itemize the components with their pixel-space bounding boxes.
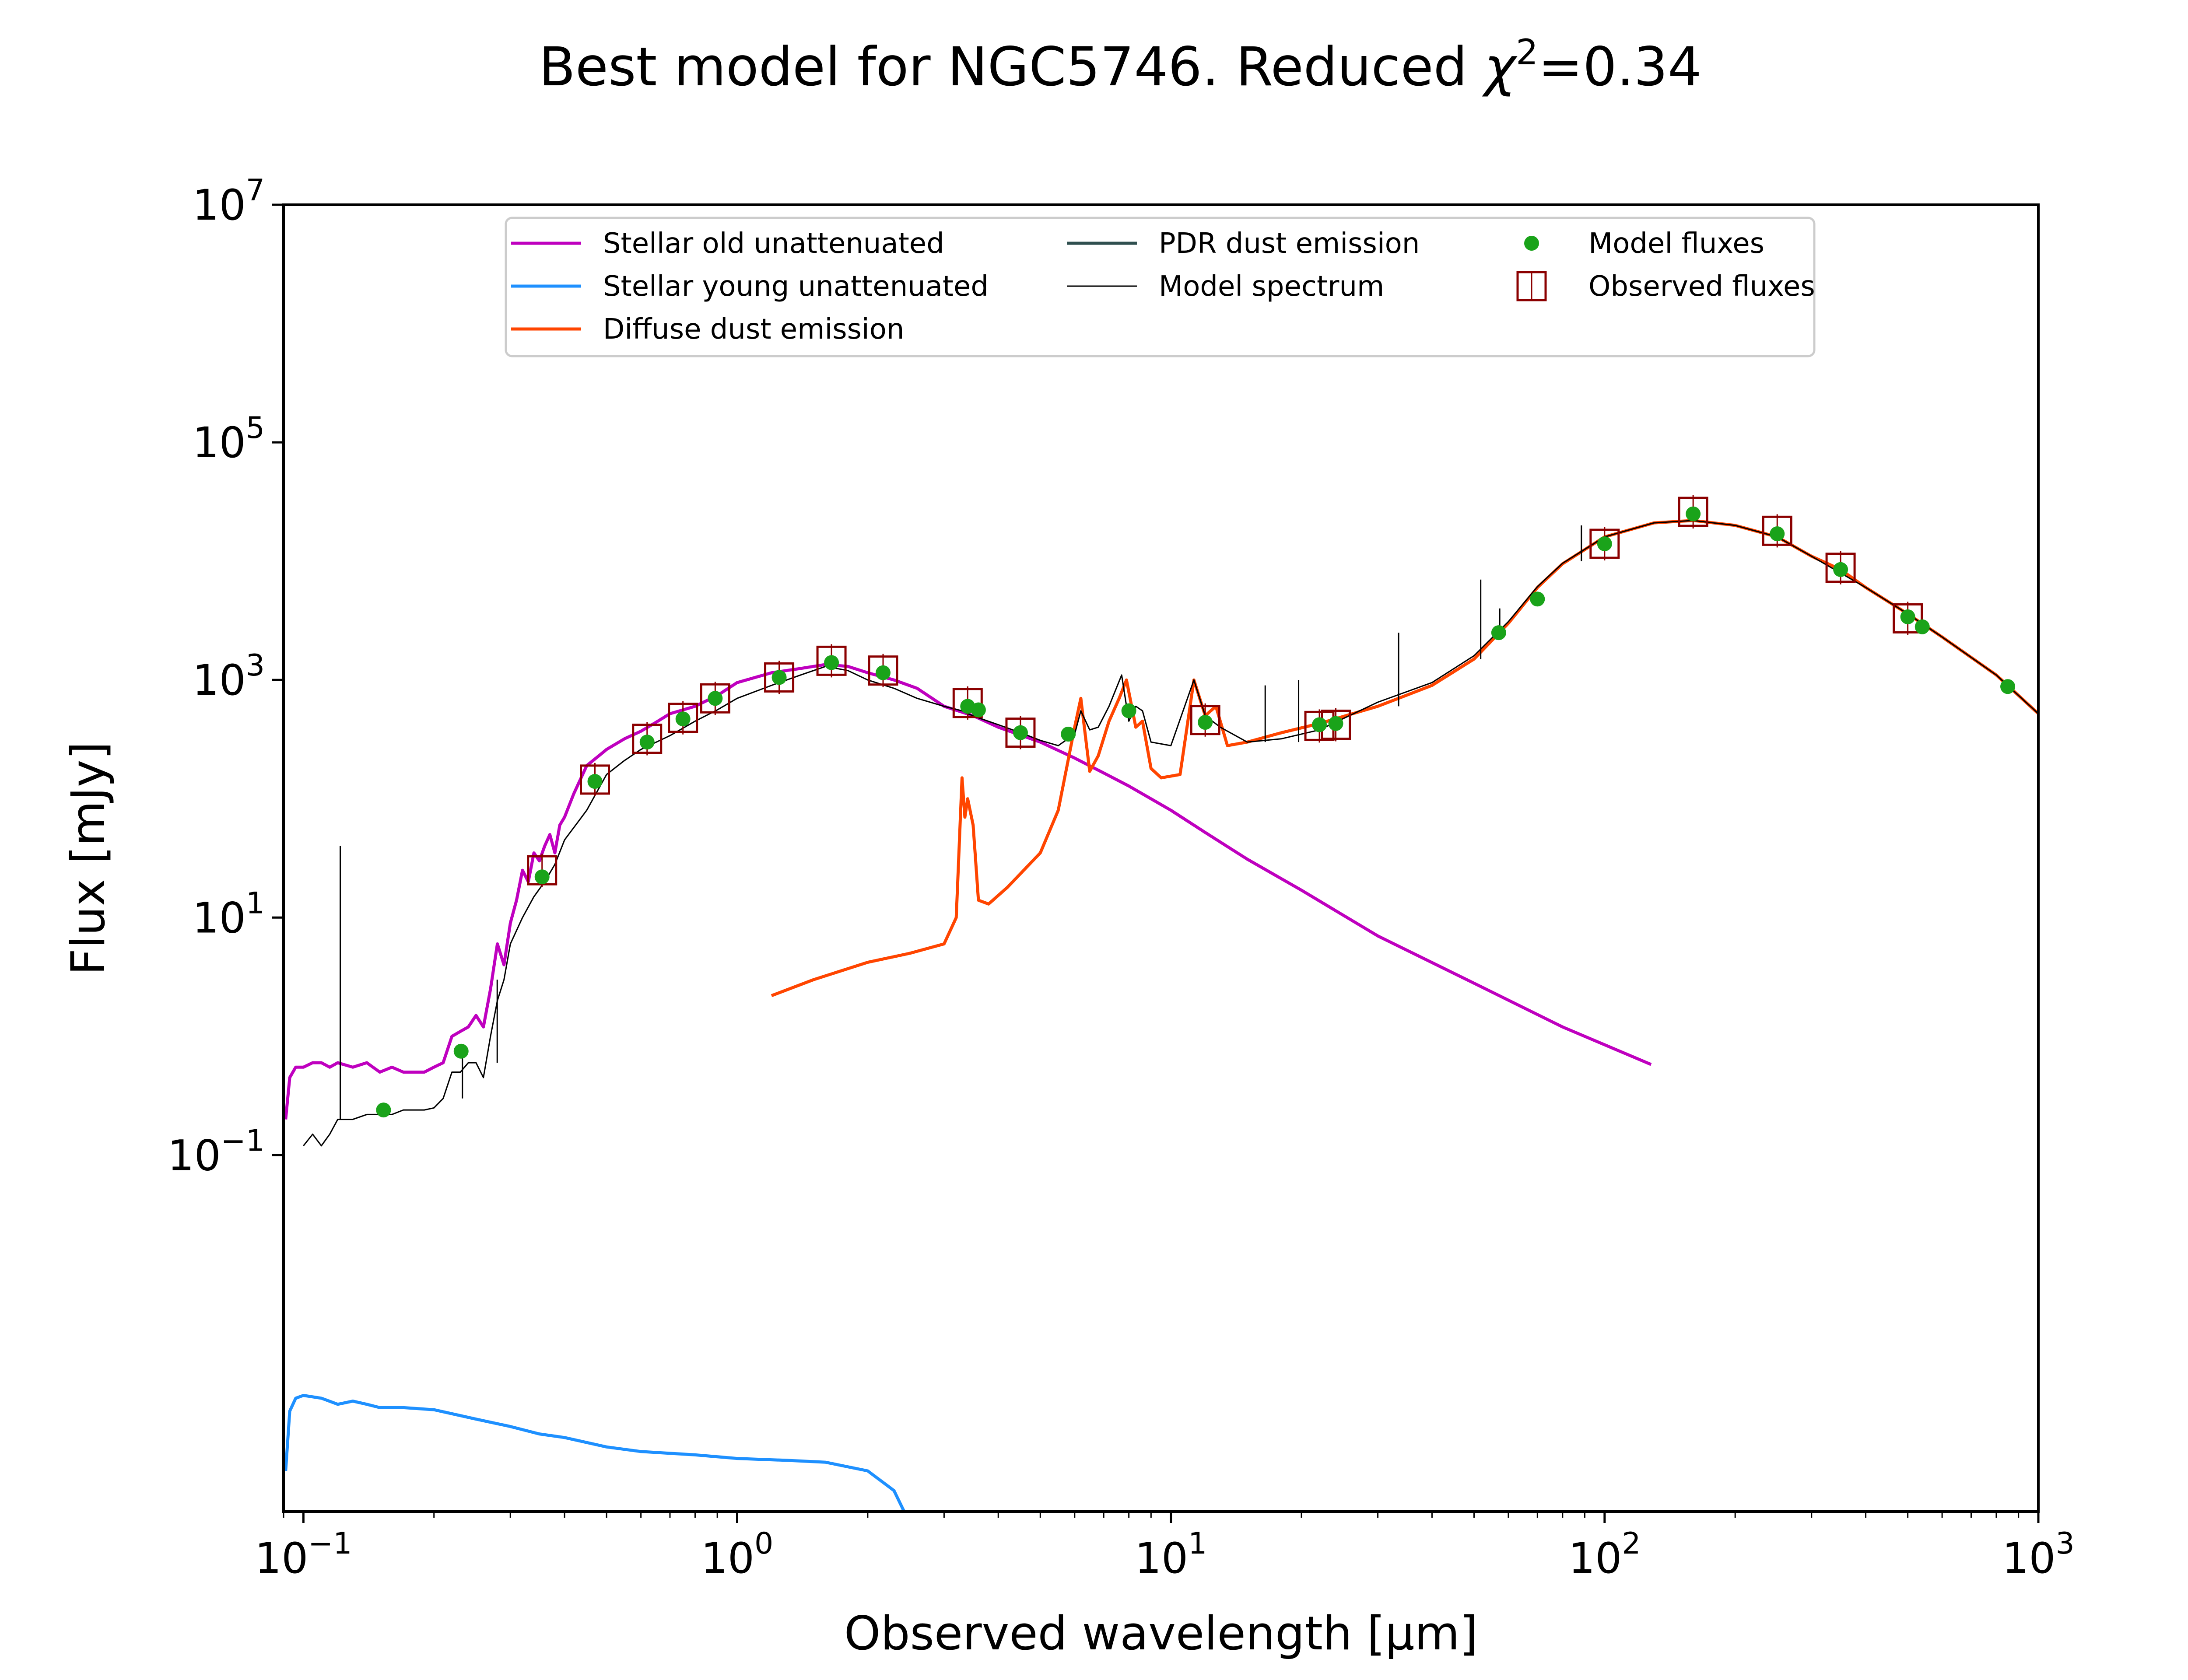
y-tick-label: 101 (193, 886, 265, 942)
model-flux-point (824, 655, 839, 670)
x-tick-label: 103 (2002, 1526, 2074, 1583)
legend-label-model-fluxes: Model fluxes (1588, 228, 1764, 260)
model-flux-point (1770, 526, 1785, 542)
legend-swatch-model-fluxes (1524, 236, 1539, 251)
observed-flux-layer (527, 495, 1923, 887)
x-axis-label: Observed wavelength [μm] (844, 1606, 1478, 1660)
model-flux-point (2000, 679, 2016, 694)
chart-title-prefix: Best model for NGC5746. Reduced (539, 36, 1484, 98)
model-flux-point (1013, 725, 1028, 740)
chart-title-sup: 2 (1516, 32, 1538, 73)
series-model-spectrum (303, 520, 2038, 1147)
model-flux-point (1491, 625, 1506, 640)
model-flux-point (587, 774, 603, 789)
model-flux-point (1312, 717, 1327, 732)
model-flux-point (1198, 715, 1213, 730)
y-tick-label: 103 (193, 648, 265, 705)
legend-label-model-spectrum: Model spectrum (1159, 270, 1384, 303)
chart-title-chi: χ (1482, 36, 1518, 98)
plot-frame (282, 203, 2040, 1513)
chart-title-suffix: =0.34 (1538, 36, 1702, 98)
x-tick-label: 100 (701, 1526, 773, 1583)
model-flux-point (1121, 703, 1136, 718)
model-flux-point (675, 711, 691, 727)
model-flux-point (971, 702, 986, 718)
model-flux-point (1328, 716, 1343, 731)
model-flux-point (639, 735, 655, 750)
series-stellar-young-unattenuated (284, 1394, 906, 1512)
legend-box (505, 217, 1816, 357)
y-tick-label: 10−1 (168, 1124, 265, 1180)
y-axis-label: Flux [mJy] (61, 742, 115, 975)
model-flux-point (876, 665, 891, 680)
legend-label-diffuse-dust-emission: Diffuse dust emission (603, 313, 904, 346)
legend-label-stellar-young-unattenuated: Stellar young unattenuated (603, 270, 989, 303)
y-tick-label: 105 (193, 411, 265, 467)
model-flux-point (376, 1102, 391, 1118)
legend: Stellar old unattenuated Stellar young un… (505, 217, 1816, 357)
x-tick-label: 10−1 (255, 1526, 352, 1583)
model-flux-point (534, 869, 550, 885)
tick-layer: 10−1 100 101 102 103 10−1 101 103 105 107 (168, 173, 2075, 1583)
legend-label-stellar-old-unattenuated: Stellar old unattenuated (603, 228, 944, 260)
model-flux-point (771, 670, 787, 685)
model-flux-point (1686, 506, 1701, 522)
chart-title: Best model for NGC5746. Reduced χ2=0.34 (539, 32, 1702, 98)
series-diffuse-dust-emission (771, 519, 2038, 998)
legend-label-pdr-dust-emission: PDR dust emission (1159, 228, 1420, 260)
series-layer (284, 519, 2038, 1512)
model-flux-point (1833, 562, 1848, 577)
legend-label-observed-fluxes: Observed fluxes (1588, 270, 1815, 303)
x-tick-label: 102 (1568, 1526, 1641, 1583)
model-flux-point (1900, 609, 1915, 624)
model-flux-point (708, 691, 723, 706)
y-tick-label: 107 (193, 173, 265, 230)
x-tick-label: 101 (1135, 1526, 1207, 1583)
model-flux-point (1597, 536, 1612, 551)
model-flux-point (453, 1043, 469, 1059)
model-flux-layer (376, 506, 2016, 1118)
model-flux-point (1061, 726, 1076, 742)
model-flux-point (1914, 619, 1930, 634)
spike-layer (340, 525, 1582, 1120)
model-flux-point (1530, 592, 1545, 607)
series-stellar-old-unattenuated (284, 663, 1652, 1120)
